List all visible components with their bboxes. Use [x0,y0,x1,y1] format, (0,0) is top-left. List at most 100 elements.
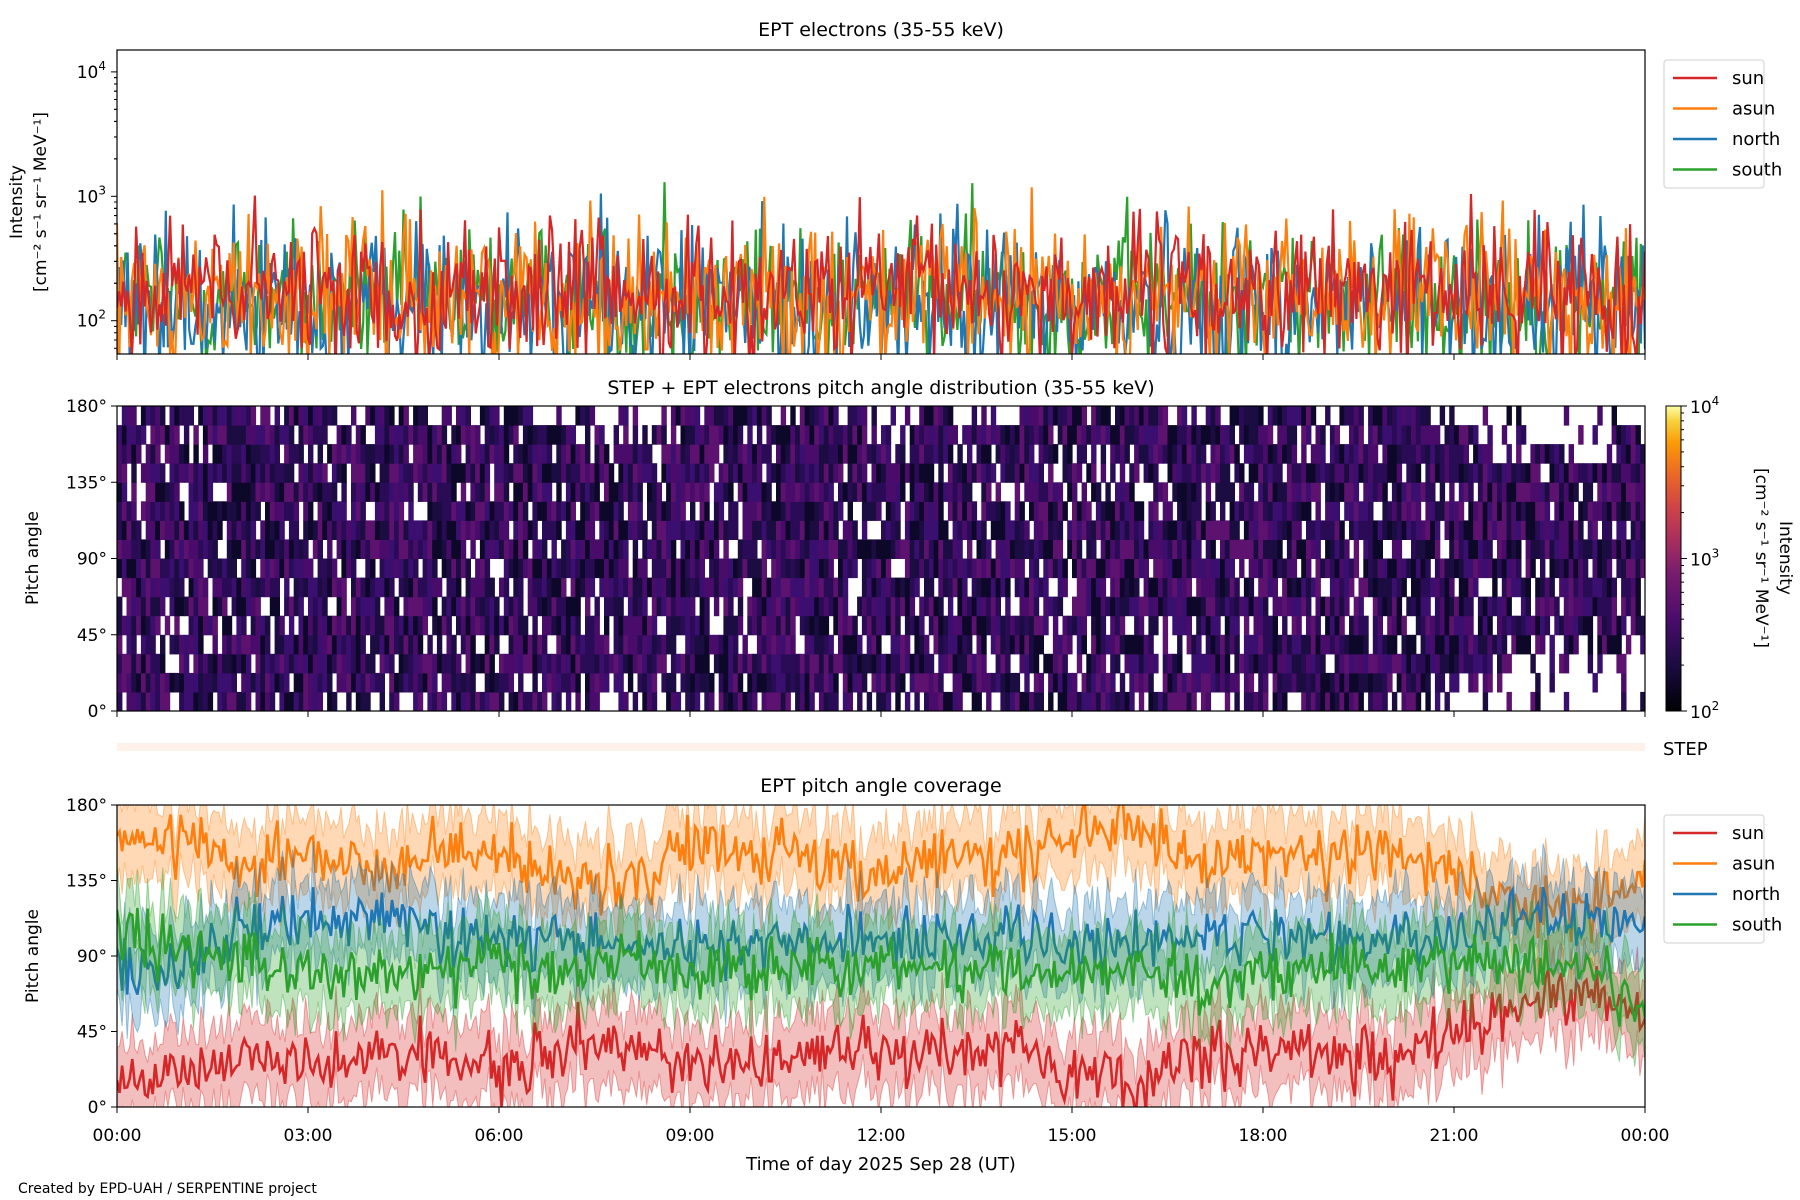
heatmap-cell [1358,691,1364,711]
heatmap-cell [818,520,825,540]
heatmap-cell [331,482,338,502]
heatmap-cell [1349,615,1355,636]
heatmap-cell [1387,596,1393,617]
heatmap-cell [1076,501,1083,521]
heatmap-cell [565,539,572,559]
heatmap-cell [589,672,596,693]
heatmap-cell [575,596,581,617]
heatmap-cell [1339,672,1345,693]
heatmap-cell [417,444,424,464]
heatmap-cell [408,653,414,674]
heatmap-cell [532,634,538,655]
heatmap-cell [427,425,433,445]
heatmap-cell [1349,463,1355,483]
heatmap-cell [795,463,801,483]
heatmap-cell [1344,482,1350,502]
heatmap-cell [1549,653,1555,674]
heatmap-cell [1463,634,1469,655]
heatmap-cell [1334,444,1340,464]
heatmap-cell [470,691,476,711]
heatmap-cell [518,444,524,464]
heatmap-cell [866,577,873,598]
heatmap-cell [1396,482,1403,502]
heatmap-cell [766,539,772,559]
heatmap-cell [217,653,223,674]
heatmap-cell [1487,520,1493,540]
heatmap-cell [245,406,252,426]
heatmap-cell [833,463,839,483]
heatmap-cell [398,539,405,559]
heatmap-cell [1544,501,1551,521]
heatmap-cell [1029,615,1035,636]
heatmap-cell [1339,482,1345,502]
heatmap-cell [489,406,495,426]
heatmap-cell [1621,539,1627,559]
heatmap-cell [1272,539,1278,559]
heatmap-cell [446,406,452,426]
heatmap-cell [298,691,304,711]
heatmap-cell [460,406,467,426]
heatmap-cell [470,425,476,445]
heatmap-cell [1248,596,1255,617]
heatmap-cell [790,596,796,617]
heatmap-cell [1387,577,1393,598]
heatmap-cell [704,444,710,464]
heatmap-cell [1382,520,1388,540]
heatmap-cell [1520,463,1527,483]
heatmap-cell [508,501,514,521]
heatmap-cell [627,520,634,540]
heatmap-cell [231,425,237,445]
heatmap-cell [1286,425,1293,445]
heatmap-cell [212,406,218,426]
heatmap-cell [1349,558,1355,579]
heatmap-cell [895,634,901,655]
heatmap-cell [1606,634,1613,655]
heatmap-cell [1024,672,1030,693]
heatmap-cell [1076,520,1083,540]
heatmap-cell [274,653,280,674]
heatmap-cell [389,463,395,483]
heatmap-cell [222,501,228,521]
heatmap-cell [551,577,557,598]
heatmap-cell [556,577,562,598]
heatmap-cell [885,482,892,502]
heatmap-cell [140,596,147,617]
heatmap-cell [484,406,491,426]
heatmap-cell [1396,425,1403,445]
heatmap-cell [1043,539,1049,559]
heatmap-cell [1029,482,1035,502]
heatmap-cell [651,577,658,598]
heatmap-cell [1177,520,1183,540]
heatmap-cell [513,596,519,617]
heatmap-cell [962,558,968,579]
heatmap-cell [1158,596,1164,617]
heatmap-cell [1148,634,1154,655]
heatmap-cell [1434,539,1441,559]
heatmap-cell [957,463,963,483]
heatmap-cell [699,444,705,464]
heatmap-cell [957,577,963,598]
heatmap-cell [861,406,868,426]
heatmap-cell [675,653,682,674]
heatmap-cell [551,672,557,693]
heatmap-cell [795,558,801,579]
heatmap-cell [1578,425,1584,445]
heatmap-cell [183,406,190,426]
heatmap-cell [1138,425,1145,445]
heatmap-cell [1124,558,1130,579]
heatmap-cell [1310,691,1317,711]
heatmap-cell [427,444,433,464]
heatmap-cell [699,615,705,636]
heatmap-cell [962,482,968,502]
heatmap-cell [1086,577,1092,598]
heatmap-cell [1449,501,1455,521]
heatmap-cell [1568,520,1574,540]
heatmap-cell [861,501,868,521]
heatmap-cell [489,615,495,636]
heatmap-cell [222,558,228,579]
heatmap-cell [1272,463,1278,483]
heatmap-cell [990,425,997,445]
heatmap-cell [890,482,896,502]
heatmap-cell [785,501,791,521]
